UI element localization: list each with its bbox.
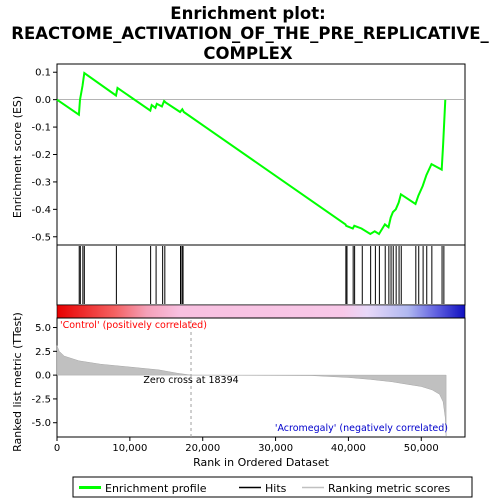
x-tick-label: 0 (54, 443, 60, 454)
es-y-axis-label: Enrichment score (ES) (11, 96, 24, 218)
x-axis-ticks: 0 10,000 20,000 30,000 40,000 50,000 (54, 437, 439, 454)
chart-title-line-2: REACTOME_ACTIVATION_OF_THE_PRE_REPLICATI… (11, 24, 489, 43)
hit-marks (78, 246, 445, 304)
enrichment-profile-line (56, 71, 447, 236)
metric-y-tick-label: 5.0 (35, 323, 51, 334)
metric-y-tick-label: 2.5 (35, 347, 51, 358)
metric-y-tick-label: -5.0 (31, 418, 51, 429)
enrichment-score-panel: 0.1 0.0 -0.1 -0.2 -0.3 -0.4 -0.5 Enrichment sc… (11, 63, 466, 246)
hits-panel-frame (56, 244, 466, 306)
legend: Enrichment profile Hits Ranking metric s… (72, 476, 473, 498)
x-tick-label: 10,000 (112, 443, 147, 454)
es-y-tick-label: 0.0 (35, 95, 51, 106)
x-tick-label: 50,000 (404, 443, 439, 454)
es-y-tick-label: 0.1 (35, 68, 51, 79)
es-y-ticks: 0.1 0.0 -0.1 -0.2 -0.3 -0.4 -0.5 (31, 68, 57, 243)
hits-panel (56, 244, 466, 306)
es-panel-frame (56, 63, 466, 246)
chart-title-line-3: COMPLEX (203, 44, 292, 63)
x-tick-label: 40,000 (331, 443, 366, 454)
metric-y-ticks: 5.0 2.5 0.0 -2.5 -5.0 (31, 323, 57, 429)
es-y-tick-label: -0.2 (31, 150, 51, 161)
metric-y-tick-label: 0.0 (35, 371, 51, 382)
legend-enrichment-label: Enrichment profile (105, 482, 207, 495)
x-tick-label: 20,000 (185, 443, 220, 454)
x-tick-label: 30,000 (258, 443, 293, 454)
es-y-tick-label: -0.4 (31, 205, 51, 216)
legend-box (72, 476, 473, 498)
x-axis-label: Rank in Ordered Dataset (193, 456, 330, 469)
es-y-tick-label: -0.5 (31, 232, 51, 243)
ranking-metric-area (56, 345, 447, 437)
chart-title-line-1: Enrichment plot: (170, 4, 325, 23)
metric-y-axis-label: Ranked list metric (TTest) (11, 312, 24, 452)
es-y-tick-label: -0.1 (31, 123, 51, 134)
legend-hits-label: Hits (265, 482, 287, 495)
rank-color-bar (56, 304, 466, 319)
legend-ranking-label: Ranking metric scores (328, 482, 450, 495)
positive-correlation-label: 'Control' (positively correlated) (60, 320, 207, 331)
metric-y-tick-label: -2.5 (31, 394, 51, 405)
ranked-metric-panel: 5.0 2.5 0.0 -2.5 -5.0 Zero cross at 18394 'C… (11, 312, 466, 452)
es-y-tick-label: -0.3 (31, 177, 51, 188)
zero-cross-label: Zero cross at 18394 (143, 375, 238, 386)
negative-correlation-label: 'Acromegaly' (negatively correlated) (275, 423, 448, 434)
